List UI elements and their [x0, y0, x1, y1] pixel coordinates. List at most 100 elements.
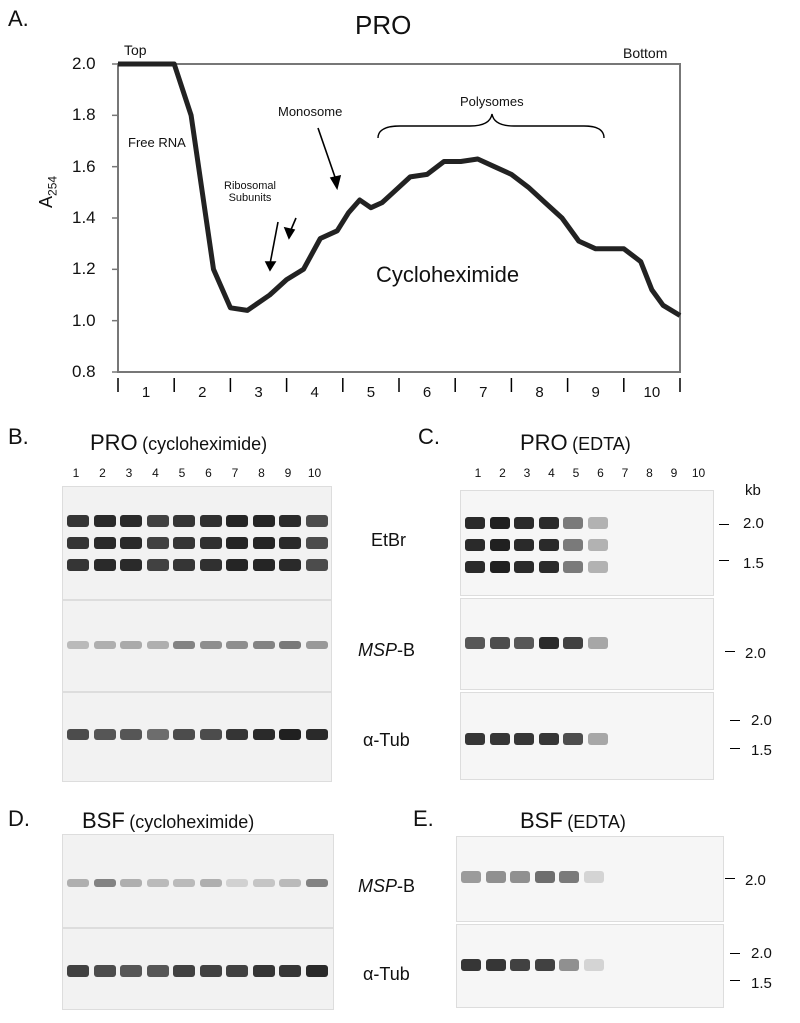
y-axis [112, 63, 118, 373]
gel-band [120, 537, 142, 549]
lane-number: 8 [646, 466, 653, 480]
lane-number: 7 [231, 466, 239, 480]
lane-number: 3 [125, 466, 133, 480]
gel-band [226, 965, 248, 977]
gel-band [252, 965, 275, 977]
gel-band [279, 515, 301, 527]
gel-band [226, 729, 248, 740]
panel-d-letter: D. [8, 806, 30, 831]
gel-band [146, 879, 169, 887]
marker-tick [730, 748, 740, 749]
marker-tick [719, 560, 729, 561]
gel-band [252, 729, 275, 740]
etbr-probe-label: EtBr [371, 530, 407, 550]
lane-number: 4 [152, 466, 159, 480]
gel-band [173, 729, 195, 740]
gel-band [587, 517, 608, 529]
lane-number: 9 [670, 466, 678, 480]
gel-band [67, 879, 89, 887]
fraction-label: 7 [479, 384, 488, 401]
gel-band [587, 561, 608, 573]
gel-band [489, 517, 510, 529]
lane-number: 2 [99, 466, 106, 480]
panel-e-letter: E. [413, 806, 434, 831]
panel-a-title: PRO [355, 10, 412, 40]
gel-band [465, 517, 485, 529]
gel-band [514, 517, 534, 529]
etbr-marker-2.0: 2.0 [743, 515, 764, 532]
lane-number: 8 [258, 466, 265, 480]
gel-band [563, 733, 583, 745]
gel-band [485, 959, 506, 971]
gel-band [173, 641, 195, 649]
absorbance-trace [118, 61, 682, 318]
subunit-arrow-2-head [283, 226, 296, 240]
gel-band [67, 559, 89, 571]
gel-band [279, 965, 301, 977]
y-tick-label: 1.6 [72, 156, 96, 176]
panel-a-letter: A. [8, 6, 29, 31]
gel-band [305, 559, 328, 571]
panel-b-title: PRO (cycloheximide) [90, 430, 268, 455]
gel-band [465, 539, 485, 551]
gel-band [199, 515, 222, 527]
gel-band [252, 537, 275, 549]
fraction-label: 8 [535, 384, 544, 401]
marker-tick [719, 524, 729, 525]
gel-band [489, 561, 510, 573]
lane-number: 10 [307, 466, 322, 480]
lane-number: 6 [205, 466, 212, 480]
gel-band [538, 539, 559, 551]
msp-marker-2.0: 2.0 [745, 645, 766, 662]
gel-band [563, 517, 583, 529]
gel-band [226, 641, 248, 649]
e-tub-marker-2.0: 2.0 [751, 945, 772, 962]
gel-band [252, 879, 275, 887]
gel-band [199, 879, 222, 887]
fraction-label: 2 [198, 384, 207, 401]
kb-unit-label: kb [745, 482, 761, 499]
fraction-label: 1 [141, 384, 151, 401]
y-axis-label: A254 [36, 175, 60, 208]
profile-chart [112, 61, 682, 392]
panel-e-tub-blot [456, 924, 724, 1008]
panel-e-title: BSF (EDTA) [520, 808, 626, 833]
y-tick-label: 1.0 [72, 310, 96, 330]
top-label: Top [124, 42, 147, 58]
monosome-arrow-head [329, 174, 342, 191]
fraction-label: 4 [310, 384, 319, 401]
lane-number: 1 [474, 466, 482, 480]
lane-number: 10 [691, 466, 706, 480]
gel-band [279, 879, 301, 887]
lane-number: 2 [499, 466, 506, 480]
gel-band [120, 515, 142, 527]
etbr-marker-1.5: 1.5 [743, 555, 764, 572]
gel-band [465, 637, 485, 649]
fraction-label: 10 [643, 384, 661, 401]
gel-band [173, 537, 195, 549]
lane-number: 6 [597, 466, 604, 480]
alpha-tub-probe-label-d: α-Tub [363, 964, 410, 984]
msp-b-probe-label-d: MSP-B [358, 876, 416, 896]
e-msp-marker-2.0: 2.0 [745, 872, 766, 889]
gel-band [146, 559, 169, 571]
marker-tick [725, 651, 735, 652]
gel-band [93, 729, 116, 740]
gel-band [67, 537, 89, 549]
gel-band [538, 733, 559, 745]
monosome-arrow [317, 127, 337, 181]
gel-band [583, 871, 604, 883]
y-tick-label: 0.8 [72, 362, 96, 381]
gel-band [173, 559, 195, 571]
gel-band [173, 879, 195, 887]
gel-band [534, 871, 555, 883]
gel-band [559, 871, 579, 883]
gel-band [93, 965, 116, 977]
gel-band [563, 539, 583, 551]
gel-band [120, 559, 142, 571]
gel-band [510, 959, 530, 971]
fraction-axis [117, 378, 681, 392]
lane-number: 3 [523, 466, 531, 480]
gel-band [538, 517, 559, 529]
gel-band [93, 537, 116, 549]
